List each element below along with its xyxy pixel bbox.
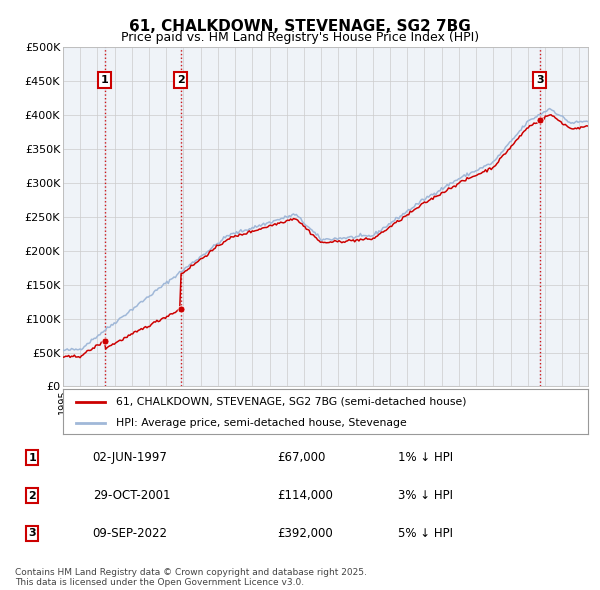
Bar xyxy=(539,47,588,386)
Text: 61, CHALKDOWN, STEVENAGE, SG2 7BG (semi-detached house): 61, CHALKDOWN, STEVENAGE, SG2 7BG (semi-… xyxy=(115,397,466,407)
Text: 29-OCT-2001: 29-OCT-2001 xyxy=(92,489,170,502)
Text: Contains HM Land Registry data © Crown copyright and database right 2025.
This d: Contains HM Land Registry data © Crown c… xyxy=(15,568,367,587)
Bar xyxy=(104,47,181,386)
Text: 09-SEP-2022: 09-SEP-2022 xyxy=(92,527,167,540)
Bar xyxy=(181,47,539,386)
Bar xyxy=(63,47,104,386)
Text: £67,000: £67,000 xyxy=(277,451,325,464)
Text: 3: 3 xyxy=(536,75,544,85)
Text: 3: 3 xyxy=(28,529,36,538)
Text: 5% ↓ HPI: 5% ↓ HPI xyxy=(398,527,453,540)
Text: 2: 2 xyxy=(28,491,36,500)
Text: HPI: Average price, semi-detached house, Stevenage: HPI: Average price, semi-detached house,… xyxy=(115,418,406,428)
Text: £392,000: £392,000 xyxy=(277,527,333,540)
Text: 1% ↓ HPI: 1% ↓ HPI xyxy=(398,451,453,464)
Text: Price paid vs. HM Land Registry's House Price Index (HPI): Price paid vs. HM Land Registry's House … xyxy=(121,31,479,44)
Text: 2: 2 xyxy=(176,75,184,85)
Text: £114,000: £114,000 xyxy=(277,489,333,502)
Text: 61, CHALKDOWN, STEVENAGE, SG2 7BG: 61, CHALKDOWN, STEVENAGE, SG2 7BG xyxy=(129,19,471,34)
Text: 02-JUN-1997: 02-JUN-1997 xyxy=(92,451,167,464)
Text: 1: 1 xyxy=(101,75,109,85)
Text: 1: 1 xyxy=(28,453,36,463)
Text: 3% ↓ HPI: 3% ↓ HPI xyxy=(398,489,453,502)
